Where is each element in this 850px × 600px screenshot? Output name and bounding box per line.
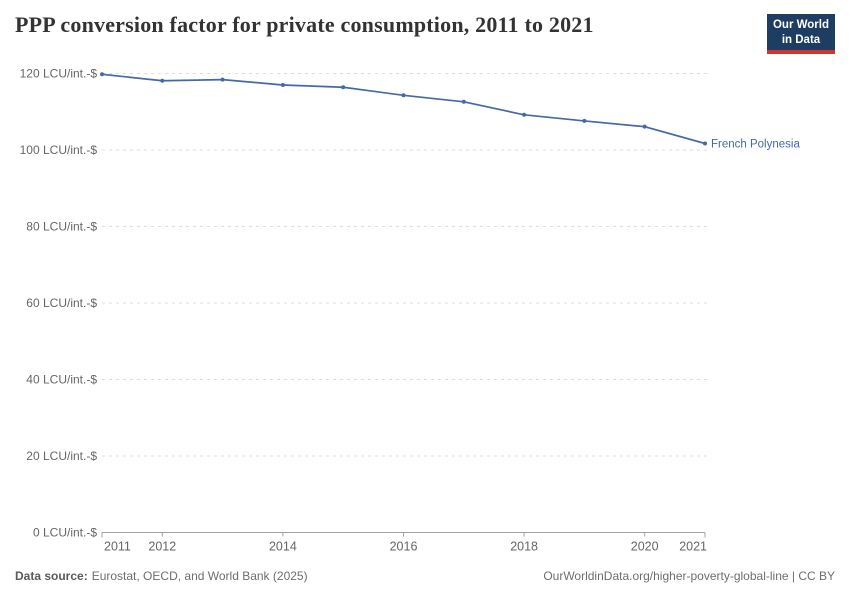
data-point[interactable]	[220, 77, 225, 82]
data-source-label: Data source:	[15, 569, 88, 583]
x-tick-label: 2020	[631, 540, 659, 554]
chart-title: PPP conversion factor for private consum…	[15, 12, 594, 37]
data-point[interactable]	[100, 72, 104, 77]
x-tick-label: 2018	[510, 540, 538, 554]
owid-logo: Our World in Data	[767, 14, 835, 55]
x-tick-label: 2016	[390, 540, 418, 554]
credit-link[interactable]: OurWorldinData.org/higher-poverty-global…	[543, 569, 835, 583]
x-tick-label: 2012	[148, 540, 176, 554]
data-point[interactable]	[401, 93, 406, 98]
y-tick-label: 100 LCU/int.-$	[20, 143, 98, 157]
y-tick-label: 20 LCU/int.-$	[26, 449, 97, 463]
data-source-text: Eurostat, OECD, and World Bank (2025)	[91, 569, 308, 583]
data-point[interactable]	[582, 118, 587, 123]
data-point[interactable]	[642, 124, 647, 129]
data-source: Data source: Eurostat, OECD, and World Ba…	[15, 569, 308, 583]
x-tick-label: 2011	[104, 540, 131, 554]
y-tick-label: 120 LCU/int.-$	[20, 67, 98, 81]
y-tick-label: 80 LCU/int.-$	[26, 220, 97, 234]
chart-footer: Data source: Eurostat, OECD, and World Ba…	[15, 569, 835, 583]
data-point[interactable]	[160, 78, 165, 83]
y-tick-label: 40 LCU/int.-$	[26, 373, 97, 387]
data-point[interactable]	[280, 82, 285, 87]
data-point[interactable]	[522, 112, 527, 117]
entity-label[interactable]: French Polynesia	[711, 138, 800, 150]
owid-logo-line2: in Data	[781, 33, 821, 46]
data-point[interactable]	[341, 85, 346, 90]
y-tick-label: 60 LCU/int.-$	[26, 296, 97, 310]
data-point[interactable]	[461, 99, 466, 104]
series-line	[101, 73, 706, 145]
owid-logo-line1: Our World	[772, 19, 829, 31]
data-point[interactable]	[703, 141, 707, 146]
x-tick-label: 2021	[679, 540, 707, 554]
y-tick-label: 0 LCU/int.-$	[33, 526, 97, 540]
x-tick-label: 2014	[269, 540, 297, 554]
